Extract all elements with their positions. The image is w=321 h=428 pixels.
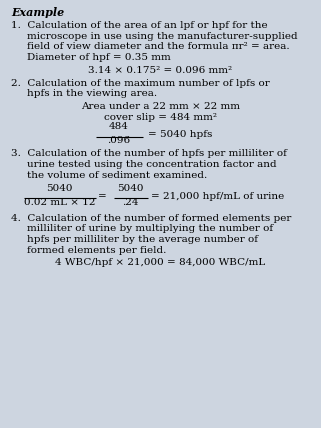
Text: .24: .24 (122, 198, 138, 207)
Text: formed elements per field.: formed elements per field. (27, 246, 167, 255)
Text: 4 WBC/hpf × 21,000 = 84,000 WBC/mL: 4 WBC/hpf × 21,000 = 84,000 WBC/mL (56, 258, 265, 267)
Text: 5040: 5040 (117, 184, 143, 193)
Text: = 5040 hpfs: = 5040 hpfs (148, 130, 212, 139)
Text: .096: .096 (107, 136, 130, 145)
Text: hpfs per milliliter by the average number of: hpfs per milliliter by the average numbe… (27, 235, 258, 244)
Text: Diameter of hpf = 0.35 mm: Diameter of hpf = 0.35 mm (27, 53, 171, 62)
Text: 2.  Calculation of the maximum number of lpfs or: 2. Calculation of the maximum number of … (11, 79, 270, 88)
Text: Example: Example (11, 7, 65, 18)
Text: = 21,000 hpf/mL of urine: = 21,000 hpf/mL of urine (151, 192, 284, 201)
Text: 5040: 5040 (46, 184, 73, 193)
Text: 0.02 mL × 12: 0.02 mL × 12 (24, 198, 95, 207)
Text: 3.  Calculation of the number of hpfs per milliliter of: 3. Calculation of the number of hpfs per… (11, 149, 287, 158)
Text: field of view diameter and the formula πr² = area.: field of view diameter and the formula π… (27, 42, 290, 51)
Text: 1.  Calculation of the area of an lpf or hpf for the: 1. Calculation of the area of an lpf or … (11, 21, 268, 30)
Text: hpfs in the viewing area.: hpfs in the viewing area. (27, 89, 157, 98)
Text: 3.14 × 0.175² = 0.096 mm²: 3.14 × 0.175² = 0.096 mm² (89, 66, 232, 75)
Text: Area under a 22 mm × 22 mm: Area under a 22 mm × 22 mm (81, 102, 240, 111)
Text: cover slip = 484 mm²: cover slip = 484 mm² (104, 113, 217, 122)
Text: urine tested using the concentration factor and: urine tested using the concentration fac… (27, 160, 277, 169)
Text: milliliter of urine by multiplying the number of: milliliter of urine by multiplying the n… (27, 224, 273, 233)
Text: =: = (98, 192, 107, 201)
Text: 4.  Calculation of the number of formed elements per: 4. Calculation of the number of formed e… (11, 214, 291, 223)
Text: 484: 484 (109, 122, 129, 131)
Text: microscope in use using the manufacturer-supplied: microscope in use using the manufacturer… (27, 32, 298, 41)
Text: the volume of sediment examined.: the volume of sediment examined. (27, 171, 208, 180)
